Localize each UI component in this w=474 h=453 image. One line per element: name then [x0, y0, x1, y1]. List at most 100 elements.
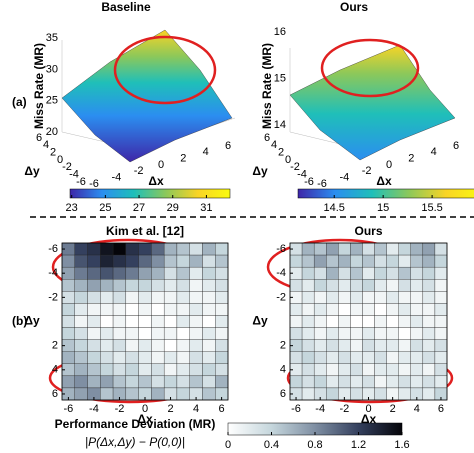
heatmap-cell — [215, 266, 229, 280]
x-axis-label: Δx — [137, 412, 153, 426]
heatmap-cell — [386, 279, 399, 292]
colorbar-tick-label: 1.2 — [351, 439, 366, 451]
heatmap-cell — [410, 291, 424, 304]
heatmap-cell — [386, 375, 399, 389]
heatmap-cell — [422, 254, 436, 268]
y-tick-label: 4 — [52, 364, 58, 376]
heatmap-cell — [422, 387, 436, 401]
colorbar-tick-label: 27 — [133, 202, 145, 214]
heatmap-cell — [338, 291, 351, 304]
heatmap-cell — [374, 279, 387, 292]
heatmap-cell — [398, 315, 411, 328]
heatmap-cell — [125, 303, 139, 316]
row-label: (a) — [12, 95, 27, 109]
heatmap-cell — [215, 303, 229, 316]
x-tick-label: 4 — [431, 146, 437, 158]
heatmap-cell — [176, 242, 190, 256]
panel-title: Baseline — [101, 0, 151, 14]
heatmap-cell — [87, 266, 101, 280]
heatmap-cell — [87, 327, 101, 340]
y-axis-label: Δy — [24, 164, 40, 178]
heatmap-cell — [374, 375, 387, 389]
heatmap-cell — [100, 351, 114, 364]
heatmap-cell — [374, 315, 387, 328]
heatmap-cell — [125, 351, 139, 364]
heatmap-cell — [215, 327, 229, 340]
heatmap-cell — [326, 279, 339, 292]
heatmap-cell — [338, 254, 351, 268]
heatmap-cell — [138, 351, 152, 364]
colorbar — [297, 188, 474, 199]
heatmap-cell — [422, 351, 436, 364]
heatmap-cell — [313, 242, 327, 256]
y-tick-label: -2 — [62, 161, 72, 173]
heatmap-cell — [100, 327, 114, 340]
heatmap-cell — [398, 375, 411, 389]
heatmap-cell — [301, 291, 315, 304]
colorbar-tick-label: 0.8 — [307, 439, 322, 451]
heatmap-cell — [112, 315, 127, 328]
x-tick-label: 6 — [453, 140, 459, 152]
heatmap-cell — [350, 254, 363, 268]
colorbar-title: Performance Deviation (MR) — [55, 417, 216, 431]
heatmap-cell — [374, 242, 387, 256]
formula: |P(Δx,Δy) − P(0,0)| — [85, 435, 185, 449]
heatmap-cell — [422, 266, 436, 280]
heatmap-cell — [202, 363, 216, 377]
x-tick-label: 0 — [142, 403, 148, 415]
heatmap-cell — [338, 266, 351, 280]
heatmap-cell — [138, 315, 152, 328]
y-tick-label: -6 — [276, 243, 286, 255]
heatmap-cell — [434, 315, 448, 328]
y-tick-label: -6 — [48, 243, 58, 255]
y-axis-label: Δy — [252, 314, 268, 328]
y-tick-label: -2 — [48, 291, 58, 303]
heatmap-cell — [398, 242, 411, 256]
heatmap-cell — [362, 327, 375, 340]
heatmap-cell — [434, 266, 448, 280]
heatmap-cell — [386, 339, 399, 352]
heatmap-cell — [422, 291, 436, 304]
heatmap-cell — [301, 363, 315, 377]
z-tick-label: 30 — [46, 63, 58, 75]
heatmap-cell — [151, 387, 165, 401]
y-axis-label: Δy — [24, 314, 40, 328]
heatmap-cell — [362, 279, 375, 292]
heatmap-cell — [100, 315, 114, 328]
heatmap-cell — [434, 242, 448, 256]
heatmap-cell — [100, 254, 114, 268]
heatmap-cell — [313, 351, 327, 364]
heatmap-cell — [410, 351, 424, 364]
y-tick-label: 4 — [271, 139, 277, 151]
heatmap-cell — [202, 279, 216, 292]
heatmap-cell — [189, 315, 203, 328]
heatmap-cell — [362, 242, 375, 256]
heatmap-cell — [301, 351, 315, 364]
heatmap-cell — [374, 303, 387, 316]
heatmap-cell — [112, 363, 127, 377]
heatmap-cell — [74, 303, 88, 316]
heatmap-cell — [362, 363, 375, 377]
y-tick-label: 6 — [52, 388, 58, 400]
heatmap-cell — [61, 254, 75, 268]
heatmap-cell — [434, 351, 448, 364]
heatmap-cell — [215, 254, 229, 268]
heatmap-cell — [362, 266, 375, 280]
heatmap-cell — [338, 303, 351, 316]
x-axis-label: Δx — [361, 412, 377, 426]
heatmap-cell — [398, 303, 411, 316]
heatmap-cell — [326, 266, 339, 280]
y-tick-label: -2 — [276, 291, 286, 303]
heatmap-cell — [202, 375, 216, 389]
heatmap-cell — [374, 387, 387, 401]
x-tick-label: -2 — [134, 165, 144, 177]
heatmap-cell — [289, 303, 303, 316]
heatmap-cell — [112, 254, 127, 268]
heatmap-cell — [362, 291, 375, 304]
heatmap-cell — [163, 254, 178, 268]
heatmap-cell — [398, 387, 411, 401]
heatmap-cell — [112, 327, 127, 340]
heatmap-cell — [410, 315, 424, 328]
heatmap-cell — [202, 291, 216, 304]
